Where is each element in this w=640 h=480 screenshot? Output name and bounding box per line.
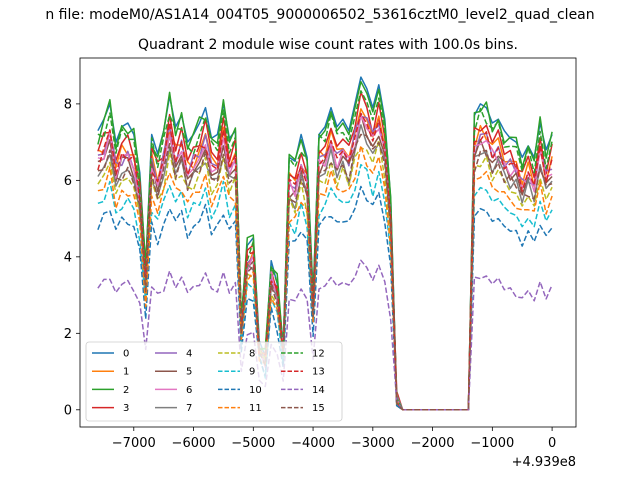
x-tick-label: −2000 <box>411 436 455 451</box>
legend-label-12: 12 <box>312 349 325 360</box>
legend-label-1: 1 <box>123 367 129 378</box>
series-line-14 <box>97 259 553 411</box>
x-offset-label: +4.939e8 <box>512 455 576 470</box>
figure-suptitle: n file: modeM0/AS1A14_004T05_9000006502_… <box>45 7 594 23</box>
x-tick-label: −4000 <box>291 436 335 451</box>
x-tick-label: 0 <box>548 436 556 451</box>
legend-label-5: 5 <box>186 367 192 378</box>
y-tick-label: 2 <box>64 327 72 342</box>
legend-label-10: 10 <box>249 385 262 396</box>
x-tick-label: −7000 <box>112 436 156 451</box>
axes-frame <box>79 57 577 428</box>
series-line-15 <box>97 133 553 411</box>
x-tick-label: −3000 <box>351 436 395 451</box>
series-line-3 <box>97 91 553 411</box>
y-tick-label: 0 <box>64 403 72 418</box>
legend-box <box>85 341 343 422</box>
series-line-5 <box>97 113 553 411</box>
series-line-10 <box>97 185 553 411</box>
plot-area <box>97 76 553 411</box>
legend-label-9: 9 <box>249 367 255 378</box>
chart-title: Quadrant 2 module wise count rates with … <box>138 37 518 53</box>
series-line-2 <box>97 80 553 411</box>
legend-label-7: 7 <box>186 403 192 414</box>
series-line-12 <box>97 90 553 411</box>
legend-label-15: 15 <box>312 403 325 414</box>
series-line-11 <box>97 144 553 411</box>
x-tick-label: −6000 <box>172 436 216 451</box>
y-tick-label: 8 <box>64 97 72 112</box>
series-line-9 <box>97 163 553 411</box>
y-tick-label: 6 <box>64 174 72 189</box>
series-line-13 <box>97 112 553 411</box>
x-tick-label: −1000 <box>470 436 514 451</box>
legend-label-3: 3 <box>123 403 129 414</box>
axis-ticks: −7000 −6000 −5000 −4000 −3000 −2000 −1000 0 0 2 4 6… <box>64 97 557 451</box>
x-tick-label: −5000 <box>231 436 275 451</box>
legend-label-11: 11 <box>249 403 262 414</box>
legend-label-13: 13 <box>312 367 325 378</box>
y-tick-label: 4 <box>64 250 72 265</box>
legend-label-0: 0 <box>123 349 129 360</box>
legend-label-14: 14 <box>312 385 325 396</box>
legend-label-2: 2 <box>123 385 129 396</box>
legend-label-8: 8 <box>249 349 255 360</box>
legend-label-4: 4 <box>186 349 192 360</box>
legend-label-6: 6 <box>186 385 192 396</box>
series-line-6 <box>97 114 553 411</box>
